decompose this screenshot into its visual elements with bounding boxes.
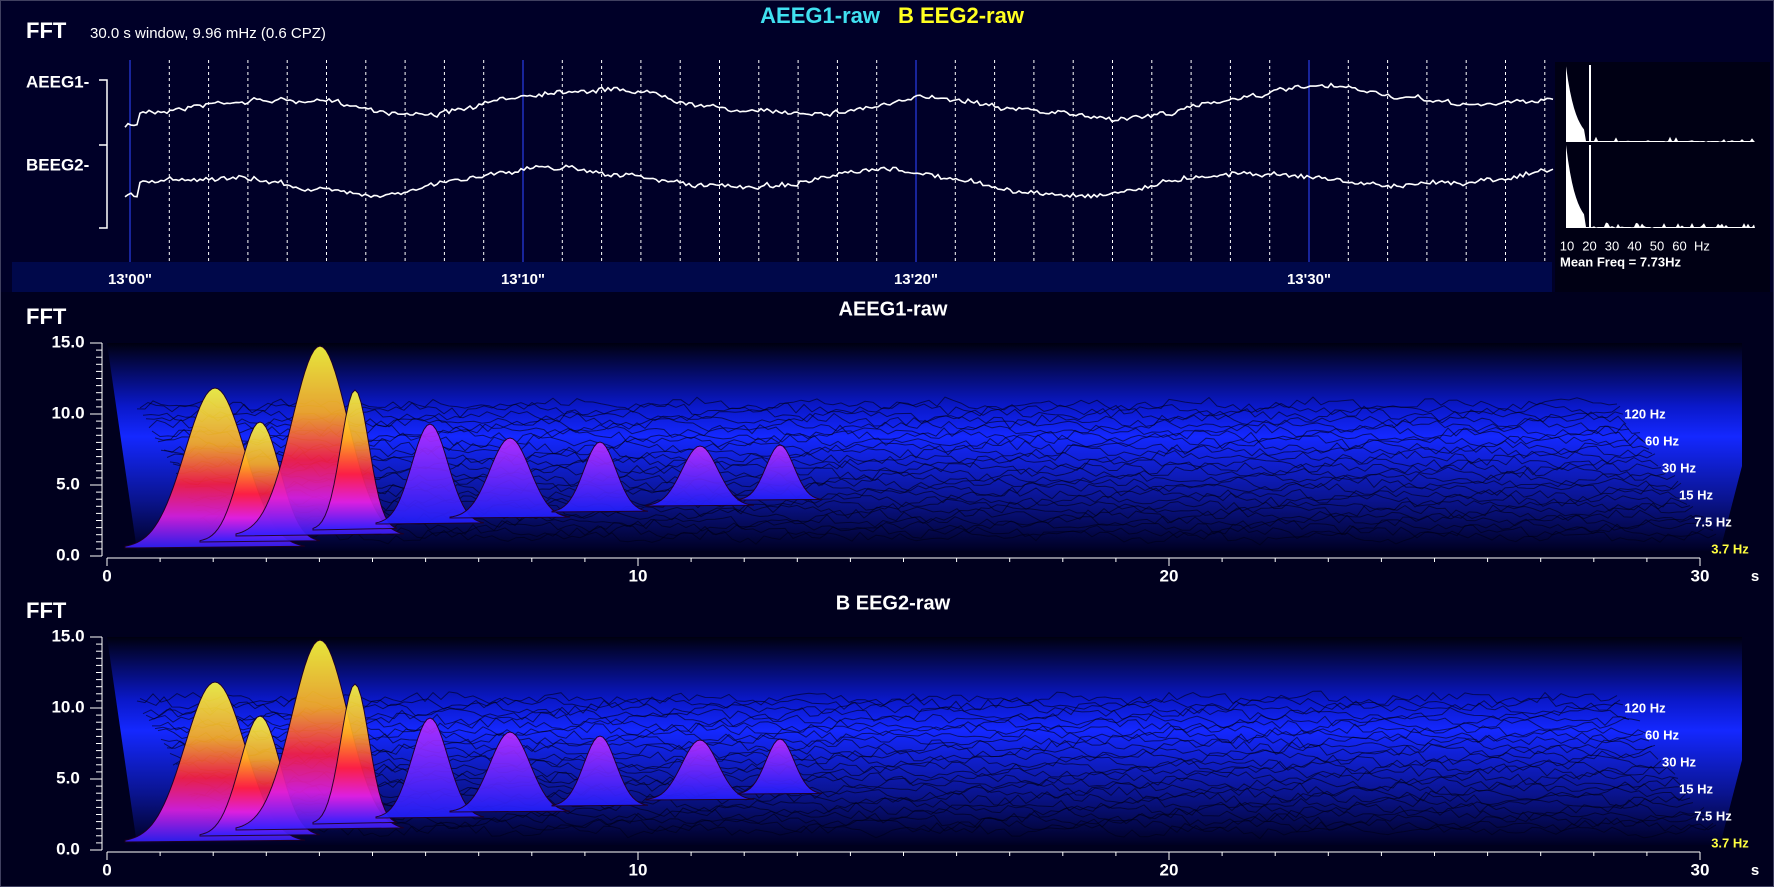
surface-ridge bbox=[139, 696, 1621, 713]
time-label: 13'20" bbox=[894, 271, 938, 288]
x-tick-label: 10 bbox=[629, 860, 648, 879]
freq-label: 30 Hz bbox=[1662, 754, 1696, 769]
time-label: 13'10" bbox=[501, 271, 545, 288]
surface-ridge bbox=[211, 529, 1717, 546]
x-unit: s bbox=[1751, 862, 1759, 879]
surface-ridge bbox=[160, 733, 1650, 749]
freq-label: 120 Hz bbox=[1624, 700, 1666, 715]
x-tick-label: 30 bbox=[1691, 566, 1710, 585]
eeg-trace bbox=[124, 164, 1554, 199]
surface-ridge bbox=[139, 401, 1621, 419]
waveforms bbox=[124, 82, 1554, 199]
time-axis-band bbox=[12, 262, 1552, 292]
surface-ridge bbox=[154, 428, 1644, 446]
spectrum-x-label: 20 bbox=[1582, 238, 1596, 253]
channel-label: BEEG2- bbox=[26, 155, 89, 174]
freq-label: 15 Hz bbox=[1679, 487, 1713, 502]
spectrum: 10 20 30 40 50 60 Hz Mean Freq = 7.73Hz bbox=[1560, 65, 1755, 269]
x-tick-label: 20 bbox=[1160, 566, 1179, 585]
channel-label: AEEG1- bbox=[26, 72, 89, 91]
surface-ridge bbox=[208, 523, 1714, 540]
y-tick-label: 10.0 bbox=[51, 697, 84, 716]
mean-freq: Mean Freq = 7.73Hz bbox=[1560, 254, 1682, 269]
surface-ridge bbox=[157, 727, 1647, 744]
y-tick-label: 0.0 bbox=[56, 545, 80, 564]
surface-ridge bbox=[163, 444, 1653, 461]
time-grid: 13'00" 13'10" 13'20" 13'30" bbox=[108, 60, 1546, 288]
freq-label: 3.7 Hz bbox=[1711, 541, 1749, 556]
y-tick-label: 5.0 bbox=[56, 768, 80, 787]
surface-peak bbox=[737, 738, 823, 795]
y-tick-label: 10.0 bbox=[51, 403, 84, 422]
freq-label: 3.7 Hz bbox=[1711, 835, 1749, 850]
freq-label: 60 Hz bbox=[1645, 727, 1679, 742]
x-tick-label: 0 bbox=[102, 566, 111, 585]
panel-title: AEEG1-raw bbox=[839, 298, 948, 320]
spectrum-x-label: 60 bbox=[1672, 238, 1686, 253]
trace-area bbox=[0, 0, 1774, 292]
panel-title: B EEG2-raw bbox=[836, 592, 951, 614]
surface-ridge bbox=[152, 717, 1641, 734]
channel-bracket bbox=[99, 79, 108, 229]
x-unit: s bbox=[1751, 568, 1759, 585]
surface-ridge bbox=[142, 701, 1624, 717]
header-label: FFT bbox=[26, 18, 67, 43]
legend-b: B EEG2-raw bbox=[898, 3, 1025, 28]
freq-label: 15 Hz bbox=[1679, 781, 1713, 796]
time-label: 13'00" bbox=[108, 271, 152, 288]
surface-peak bbox=[551, 735, 649, 807]
surface-ridge bbox=[166, 743, 1656, 760]
x-tick-label: 20 bbox=[1160, 860, 1179, 879]
freq-label: 120 Hz bbox=[1624, 406, 1666, 421]
surface-peak bbox=[737, 444, 823, 501]
surface-peak bbox=[551, 441, 649, 513]
surface-ridge bbox=[205, 812, 1711, 829]
surface-ridge bbox=[211, 823, 1717, 840]
x-tick-label: 30 bbox=[1691, 860, 1710, 879]
x-tick-label: 0 bbox=[102, 860, 111, 879]
header-info: 30.0 s window, 9.96 mHz (0.6 CPZ) bbox=[90, 25, 326, 42]
surface-ridge bbox=[157, 433, 1647, 451]
spectrum-x-label: Hz bbox=[1694, 238, 1710, 253]
spectrum-x-label: 10 bbox=[1560, 238, 1574, 253]
panel-label: FFT bbox=[26, 304, 67, 329]
spectrum-x-label: 30 bbox=[1605, 238, 1619, 253]
y-tick-label: 15.0 bbox=[51, 626, 84, 645]
y-tick-label: 5.0 bbox=[56, 474, 80, 493]
eeg-trace bbox=[124, 82, 1554, 128]
panel-label: FFT bbox=[26, 598, 67, 623]
surface-ridge bbox=[142, 407, 1624, 424]
spectrum-x-label: 40 bbox=[1627, 238, 1641, 253]
surface-ridge bbox=[148, 417, 1630, 435]
freq-label: 30 Hz bbox=[1662, 460, 1696, 475]
surface-peak bbox=[312, 683, 398, 825]
freq-label: 60 Hz bbox=[1645, 433, 1679, 448]
y-tick-label: 15.0 bbox=[51, 332, 84, 351]
fft-panels: FFT AEEG1-raw 15.0 10.0 5.0 0.0 0 10 20 30 s 120 Hz… bbox=[26, 298, 1759, 879]
spectrum-x-label: 50 bbox=[1650, 238, 1664, 253]
surface-peak bbox=[449, 437, 571, 519]
surface-peak bbox=[312, 389, 398, 531]
legend-a: AEEG1-raw bbox=[760, 3, 881, 28]
y-tick-label: 0.0 bbox=[56, 839, 80, 858]
time-label: 13'30" bbox=[1287, 271, 1331, 288]
x-tick-label: 10 bbox=[629, 566, 648, 585]
surface-ridge bbox=[160, 439, 1650, 456]
freq-label: 7.5 Hz bbox=[1694, 808, 1732, 823]
surface-peak bbox=[449, 731, 571, 813]
freq-label: 7.5 Hz bbox=[1694, 514, 1732, 529]
surface-ridge bbox=[163, 738, 1653, 755]
